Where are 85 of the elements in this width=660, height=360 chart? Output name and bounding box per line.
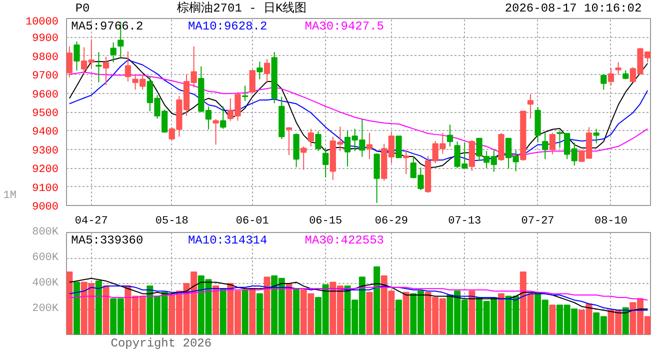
candlestick bbox=[242, 85, 248, 102]
bar bbox=[396, 300, 402, 334]
text: 2026-08-17 10:16:02 bbox=[504, 2, 642, 16]
candlestick bbox=[600, 74, 607, 90]
bar bbox=[212, 286, 220, 334]
text: MA30:422553 bbox=[304, 234, 384, 248]
bar bbox=[366, 292, 373, 334]
bar bbox=[286, 283, 292, 334]
x-tick-label: 06-15 bbox=[309, 216, 342, 228]
candlestick bbox=[66, 46, 72, 78]
text: MA30:9427.5 bbox=[304, 20, 384, 34]
bar bbox=[74, 282, 80, 334]
candlestick bbox=[315, 130, 322, 152]
y-tick-label: 800K bbox=[32, 226, 59, 238]
x-tick-label: 08-10 bbox=[594, 216, 628, 228]
y-tick-label: 200K bbox=[32, 303, 59, 315]
candlestick bbox=[608, 68, 614, 86]
bar bbox=[256, 293, 263, 334]
candlestick bbox=[542, 132, 548, 160]
candlestick bbox=[476, 138, 482, 162]
candlestick bbox=[124, 50, 132, 82]
x-tick-label: 06-29 bbox=[374, 216, 408, 228]
bar bbox=[102, 286, 110, 334]
y-tick-label: 9100 bbox=[32, 182, 58, 195]
candlestick bbox=[396, 136, 402, 158]
y-tick-label: 9800 bbox=[32, 52, 58, 64]
y-tick-label: 9200 bbox=[32, 164, 58, 176]
y-tick-label: 9600 bbox=[32, 89, 58, 102]
text: MA10:314314 bbox=[188, 234, 268, 248]
bar bbox=[242, 289, 248, 334]
bar bbox=[293, 288, 300, 334]
x-tick-label: 06-01 bbox=[236, 216, 270, 228]
bar bbox=[95, 280, 102, 334]
bar bbox=[220, 288, 226, 334]
candlestick bbox=[212, 118, 219, 146]
line-series bbox=[68, 286, 648, 301]
candlestick bbox=[403, 150, 410, 175]
candlestick bbox=[366, 132, 373, 160]
text: 1M bbox=[3, 190, 16, 202]
candlestick bbox=[220, 106, 226, 130]
line-series bbox=[68, 278, 648, 314]
candlestick bbox=[527, 94, 534, 120]
text: MA5:339360 bbox=[71, 234, 144, 248]
bar bbox=[468, 290, 476, 334]
candlestick bbox=[322, 147, 329, 178]
y-tick-label: 400K bbox=[32, 278, 59, 290]
candlestick bbox=[74, 41, 80, 72]
y-tick-label: 9000 bbox=[32, 202, 58, 214]
y-tick-label: 9900 bbox=[32, 33, 58, 46]
y-tick-label: 600K bbox=[32, 252, 59, 264]
candlestick bbox=[300, 146, 307, 170]
y-tick-label: 9300 bbox=[32, 145, 58, 158]
text: Copyright 2026 bbox=[110, 336, 212, 350]
x-tick-label: 04-27 bbox=[74, 216, 108, 228]
bar bbox=[549, 304, 556, 334]
candlestick bbox=[256, 61, 263, 80]
bar bbox=[402, 292, 410, 334]
bar bbox=[498, 293, 504, 334]
x-tick-label: 07-13 bbox=[448, 216, 482, 228]
y-tick-label: 9700 bbox=[32, 70, 58, 83]
y-tick-label: 9400 bbox=[32, 126, 58, 139]
x-tick-label: 07-27 bbox=[521, 216, 554, 228]
y-tick-label: 9500 bbox=[32, 108, 58, 120]
candlestick bbox=[264, 58, 270, 84]
candlestick bbox=[286, 126, 292, 156]
x-tick-label: 05-18 bbox=[155, 216, 188, 228]
candlestick bbox=[593, 128, 600, 144]
candlestick bbox=[96, 52, 102, 83]
candlestick bbox=[549, 132, 556, 155]
candlestick bbox=[102, 56, 110, 86]
bar bbox=[374, 266, 380, 334]
text: P0 bbox=[75, 2, 90, 16]
bar bbox=[264, 276, 270, 334]
bar bbox=[249, 288, 256, 334]
chart-title: 棕榈油2701 - 日K线图 bbox=[177, 0, 307, 16]
candlestick bbox=[615, 62, 622, 75]
candlestick bbox=[249, 69, 256, 94]
text: MA10:9628.2 bbox=[188, 20, 268, 34]
line-series bbox=[68, 286, 648, 311]
y-tick-label: 10000 bbox=[25, 16, 59, 28]
bar bbox=[622, 307, 629, 334]
bar bbox=[66, 272, 73, 334]
candlestick bbox=[110, 42, 116, 63]
candlestick bbox=[446, 124, 454, 147]
candlestick bbox=[308, 128, 314, 147]
